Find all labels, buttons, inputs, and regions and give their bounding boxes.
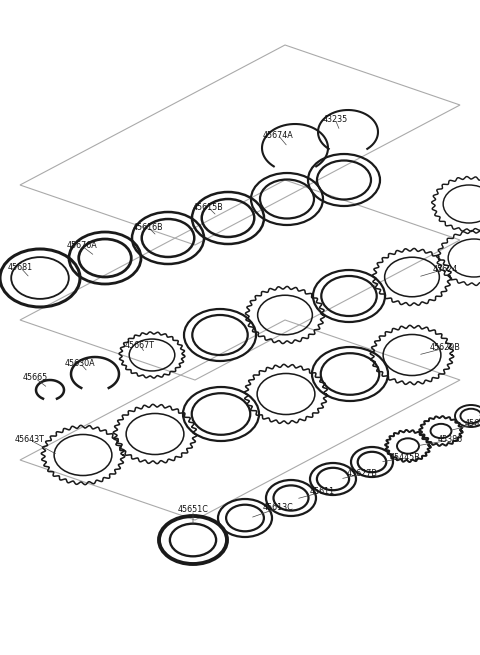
- Text: 43235: 43235: [323, 115, 348, 124]
- Text: 45615B: 45615B: [192, 202, 223, 212]
- Text: 45611: 45611: [310, 487, 335, 496]
- Text: 45651C: 45651C: [178, 506, 208, 514]
- Text: 45676A: 45676A: [67, 242, 97, 250]
- Text: 45445B: 45445B: [390, 453, 420, 462]
- Text: 45691D: 45691D: [464, 419, 480, 428]
- Text: 45681: 45681: [7, 263, 33, 272]
- Text: 45627B: 45627B: [347, 470, 377, 479]
- Text: 45630A: 45630A: [65, 358, 96, 367]
- Text: 45643T: 45643T: [15, 436, 45, 445]
- Text: 45613C: 45613C: [263, 504, 293, 512]
- Text: 45674A: 45674A: [263, 130, 293, 140]
- Text: 45667T: 45667T: [125, 341, 155, 350]
- Text: 45386: 45386: [437, 436, 463, 445]
- Text: 45624: 45624: [432, 265, 457, 274]
- Text: 45616B: 45616B: [132, 223, 163, 231]
- Text: 45665: 45665: [23, 373, 48, 383]
- Text: 45629B: 45629B: [430, 343, 460, 352]
